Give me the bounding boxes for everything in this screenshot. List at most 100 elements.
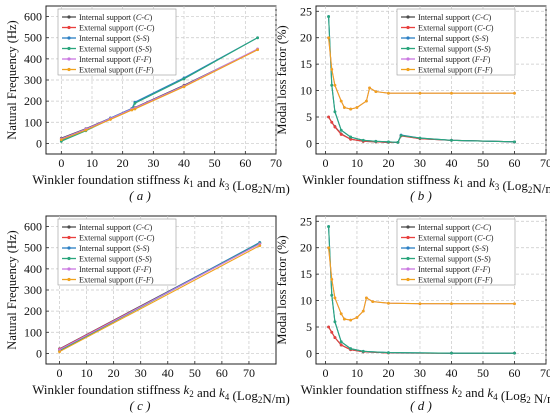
data-point (327, 36, 331, 40)
data-point (333, 125, 337, 129)
data-point (339, 343, 343, 347)
y-tick-label: 300 (24, 283, 42, 297)
legend-marker (406, 67, 410, 72)
x-tick-label: 30 (147, 156, 159, 170)
legend: Internal support (C-C) External support (… (396, 218, 516, 286)
y-tick-label: 200 (24, 304, 42, 318)
data-point (330, 68, 334, 71)
data-point (58, 350, 61, 354)
x-tick-label: 40 (445, 366, 457, 380)
y-tick-label: 20 (300, 241, 312, 255)
legend-label: External support (C-C) (79, 234, 155, 243)
legend-label: Internal support (F-F) (79, 55, 152, 64)
legend-box (57, 218, 177, 286)
legend-marker (67, 277, 71, 282)
data-point (330, 330, 334, 334)
legend-marker (406, 246, 410, 250)
legend-label: Internal support (F-F) (418, 265, 491, 274)
legend-box (396, 8, 516, 76)
legend-marker (67, 225, 71, 229)
legend-label: Internal support (S-S) (79, 34, 150, 43)
x-axis-label: Winkler foundation stiffness k2 and k4 (… (32, 382, 290, 406)
x-tick-label: 50 (477, 366, 489, 380)
data-point (342, 317, 346, 321)
legend-marker (406, 57, 410, 61)
y-tick-label: 500 (24, 241, 42, 255)
chart-panel-d: 0 10 20 30 40 50 60 70 0 5 10 15 20 25 Winkler foundat… (275, 214, 550, 406)
x-tick-label: 40 (178, 156, 190, 170)
legend-marker (406, 256, 410, 261)
data-point (361, 138, 365, 142)
legend-marker (406, 36, 410, 40)
y-tick-label: 100 (24, 115, 42, 129)
data-point (361, 309, 365, 313)
data-point (450, 91, 453, 95)
legend-label: Internal support (C-C) (418, 223, 492, 232)
legend-marker (67, 267, 71, 271)
caption-c: ( c ) (129, 398, 151, 413)
x-tick-label: 20 (117, 156, 129, 170)
legend-marker (67, 25, 71, 30)
data-point (109, 118, 112, 121)
data-point (330, 120, 334, 124)
legend-marker (406, 46, 410, 51)
series-line-5 (59, 245, 261, 353)
data-point (450, 138, 453, 142)
data-point (374, 139, 378, 143)
data-point (513, 91, 516, 95)
x-tick-label: 10 (351, 366, 363, 380)
legend-label: Internal support (S-S) (79, 244, 150, 253)
y-tick-label: 5 (306, 320, 312, 334)
x-tick-label: 10 (86, 156, 98, 170)
x-tick-label: 60 (508, 156, 520, 170)
x-tick-label: 60 (216, 366, 228, 380)
y-axis-label: Modal loss factor (%) (275, 235, 289, 344)
x-tick-label: 70 (243, 366, 255, 380)
y-axis-label: Natural Frequency (Hz) (5, 20, 19, 139)
data-point (256, 36, 259, 40)
legend-marker (67, 36, 71, 40)
legend-label: External support (F-F) (418, 276, 493, 285)
chart-panel-b: 0 10 20 30 40 50 60 70 0 5 10 15 20 25 Winkler foundat… (275, 4, 550, 196)
y-tick-label: 600 (24, 220, 42, 234)
legend-marker (67, 57, 71, 61)
data-point (330, 293, 334, 297)
data-point (513, 351, 516, 355)
data-point (349, 135, 353, 139)
x-tick-label: 40 (162, 366, 174, 380)
legend-label: External support (F-F) (79, 66, 154, 75)
caption-d: ( d ) (410, 398, 432, 413)
y-tick-label: 0 (36, 346, 42, 360)
data-point (327, 115, 331, 119)
x-axis-label: Winkler foundation stiffness k1 and k3 (… (302, 172, 550, 196)
legend-label: Internal support (C-C) (79, 13, 153, 22)
legend-box (57, 8, 177, 76)
y-tick-label: 0 (36, 136, 42, 150)
data-point (256, 48, 259, 52)
x-tick-label: 70 (270, 156, 282, 170)
data-point (349, 318, 353, 322)
caption-b: ( b ) (410, 188, 432, 203)
y-tick-label: 600 (24, 10, 42, 24)
legend: Internal support (C-C) External support (… (396, 8, 516, 76)
y-tick-label: 300 (24, 73, 42, 87)
data-point (399, 134, 403, 137)
data-point (371, 300, 375, 304)
data-point (387, 301, 390, 305)
data-point (365, 99, 368, 103)
data-point (182, 77, 186, 81)
x-tick-label: 60 (508, 366, 520, 380)
x-tick-label: 20 (108, 366, 120, 380)
x-tick-label: 10 (81, 366, 93, 380)
series-line-4 (59, 243, 261, 351)
data-point (387, 140, 390, 144)
data-point (349, 137, 353, 141)
x-tick-label: 30 (414, 366, 426, 380)
legend-label: Internal support (C-C) (418, 13, 492, 22)
legend-label: Internal support (F-F) (418, 55, 491, 64)
legend: Internal support (C-C) External support (… (57, 218, 177, 286)
y-tick-label: 10 (300, 84, 312, 98)
legend-marker (406, 277, 410, 282)
data-point (387, 91, 390, 95)
